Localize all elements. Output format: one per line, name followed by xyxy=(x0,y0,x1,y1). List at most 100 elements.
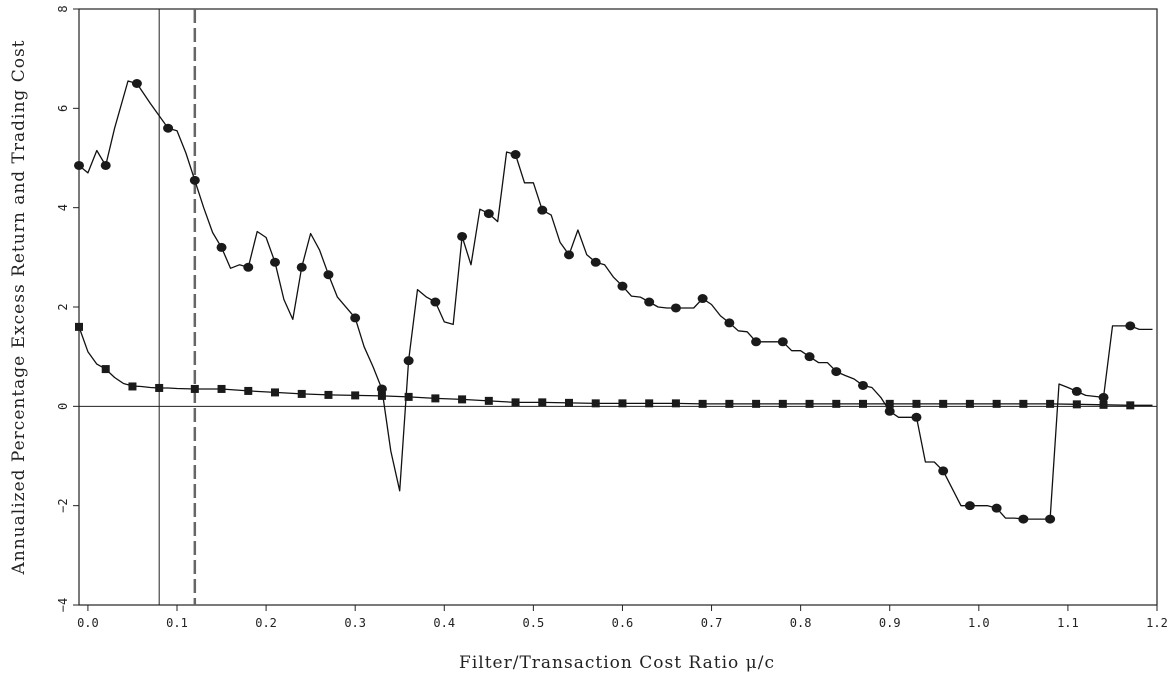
trading-cost-point xyxy=(190,384,199,393)
x-tick-label: 0.9 xyxy=(879,616,901,630)
excess-return-point xyxy=(243,262,254,272)
trading-cost-point xyxy=(698,399,707,408)
x-tick-label: 0.5 xyxy=(523,616,545,630)
trading-cost-point xyxy=(1099,400,1108,409)
x-tick-label: 1.1 xyxy=(1057,616,1079,630)
trading-cost-point xyxy=(271,388,279,397)
excess-return-point xyxy=(1071,386,1082,396)
plot-frame xyxy=(78,8,1158,606)
excess-return-point xyxy=(724,318,735,328)
trading-cost-point xyxy=(992,399,1001,408)
trading-cost-point xyxy=(155,383,164,392)
excess-return-point xyxy=(323,270,334,280)
trading-cost-point xyxy=(912,399,921,408)
trading-cost-point xyxy=(725,399,734,408)
excess-return-point xyxy=(350,313,361,323)
excess-return-point xyxy=(644,297,655,307)
excess-return-point xyxy=(938,466,949,476)
trading-cost-point xyxy=(458,395,467,404)
trading-cost-point xyxy=(859,399,867,408)
trading-cost-point xyxy=(404,392,413,401)
excess-return-point xyxy=(510,150,521,160)
excess-return-point xyxy=(858,380,868,390)
excess-return-point xyxy=(670,303,681,313)
trading-cost-point xyxy=(431,394,440,403)
excess-return-point xyxy=(1098,392,1109,402)
trading-cost-point xyxy=(591,399,600,408)
trading-cost-point xyxy=(965,399,974,408)
trading-cost-point xyxy=(128,382,137,391)
trading-cost-point xyxy=(324,390,333,399)
trading-cost-point xyxy=(805,399,814,408)
excess-return-point xyxy=(537,205,548,215)
excess-return-point xyxy=(751,337,762,347)
y-tick-label: −2 xyxy=(56,498,70,512)
x-tick-label: 1.0 xyxy=(968,616,990,630)
trading-cost-point xyxy=(75,322,83,331)
excess-return-point xyxy=(457,231,468,241)
trading-cost-point xyxy=(297,389,306,398)
excess-return-point xyxy=(163,123,174,133)
trading-cost-point xyxy=(511,398,520,407)
trading-cost-point xyxy=(618,399,627,408)
excess-return-point xyxy=(270,257,280,267)
y-tick-label: 4 xyxy=(56,204,70,211)
x-tick-label: 0.2 xyxy=(255,616,277,630)
excess-return-point xyxy=(376,384,387,394)
x-tick-label: 0.8 xyxy=(790,616,812,630)
excess-return-point xyxy=(564,250,574,260)
excess-return-point xyxy=(964,501,975,511)
trading-cost-point xyxy=(1046,399,1055,408)
x-tick-label: 0.7 xyxy=(701,616,723,630)
excess-return-point xyxy=(884,406,895,416)
trading-cost-point xyxy=(351,391,360,400)
excess-return-point xyxy=(483,209,494,219)
excess-return-point xyxy=(617,281,628,291)
trading-cost-point xyxy=(778,399,787,408)
excess-return-point xyxy=(777,337,788,347)
x-tick-label: 0.4 xyxy=(433,616,455,630)
x-tick-label: 0.1 xyxy=(166,616,188,630)
trading-cost-point xyxy=(377,391,386,400)
excess-return-point xyxy=(1125,321,1136,331)
trading-cost-point xyxy=(538,398,547,407)
y-axis-title: Annualized Percentage Excess Return and … xyxy=(9,39,29,575)
y-tick-label: 8 xyxy=(56,5,70,12)
y-tick-label: 6 xyxy=(56,105,70,112)
trading-cost-point xyxy=(645,399,654,408)
trading-cost-point xyxy=(1019,399,1028,408)
trading-cost-point xyxy=(484,396,493,405)
excess-return-point xyxy=(189,175,200,185)
x-tick-label: 1.2 xyxy=(1146,616,1168,630)
trading-cost-point xyxy=(752,399,761,408)
excess-return-point xyxy=(1045,514,1056,524)
x-axis-title: Filter/Transaction Cost Ratio μ/c xyxy=(459,653,775,673)
trading-cost-point xyxy=(939,399,948,408)
trading-cost-point xyxy=(244,386,253,395)
excess-return-point xyxy=(911,412,922,422)
y-tick-label: 0 xyxy=(56,403,70,410)
excess-return-point xyxy=(697,294,708,304)
trading-cost-point xyxy=(101,365,110,374)
x-tick-label: 0.6 xyxy=(612,616,634,630)
plot-area: 0.0 0.1 0.2 0.3 0.4 0.5 0.6 0.7 0.8 0.9 1.0 1.1 1.2 −… xyxy=(56,5,1168,630)
excess-return-point xyxy=(100,160,111,170)
excess-return-point xyxy=(403,356,414,366)
trading-cost-point xyxy=(565,398,573,407)
excess-return-line xyxy=(78,80,1153,520)
trading-cost-line xyxy=(78,326,1153,406)
trading-cost-point xyxy=(671,399,680,408)
excess-return-point xyxy=(216,242,227,252)
y-tick-label: 2 xyxy=(56,303,70,310)
excess-return-point xyxy=(296,262,307,272)
x-tick-label: 0.3 xyxy=(344,616,366,630)
excess-return-point xyxy=(430,297,441,307)
trading-cost-point xyxy=(832,399,841,408)
trading-cost-point xyxy=(1072,400,1081,409)
trading-cost-point xyxy=(1126,401,1135,410)
trading-cost-point xyxy=(885,399,894,408)
excess-return-point xyxy=(991,503,1002,513)
excess-return-point xyxy=(804,352,815,362)
excess-return-point xyxy=(74,160,84,170)
